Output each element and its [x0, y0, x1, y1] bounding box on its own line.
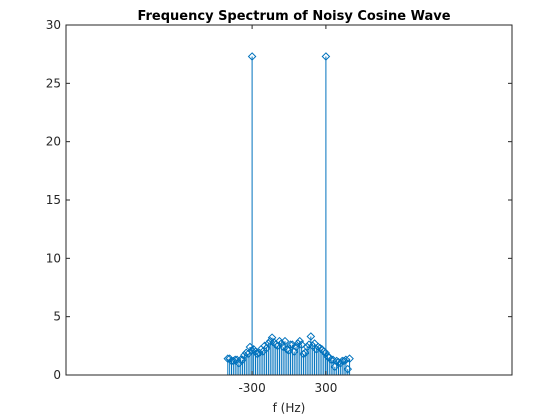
stem-marker: [240, 350, 249, 360]
x-axis-label: f (Hz): [273, 401, 306, 415]
stem-marker: [321, 348, 330, 358]
stem-marker: [330, 362, 340, 372]
y-tick-label: 5: [53, 310, 61, 324]
stem-marker: [280, 336, 290, 346]
y-tick-label: 20: [46, 135, 61, 149]
y-tick-label: 0: [53, 368, 61, 382]
y-axis: 0 5 10 15 20 25 30: [46, 18, 512, 382]
stem-marker: [312, 345, 321, 354]
stem-marker: [295, 336, 305, 346]
stem-marker: [343, 364, 353, 374]
stem-marker: [306, 332, 316, 341]
stem-marker: [223, 354, 233, 363]
stem-marker: [278, 342, 288, 352]
stem-marker: [245, 342, 255, 352]
stem-marker: [341, 355, 351, 365]
stem-markers: [223, 52, 354, 374]
x-tick-label: -300: [238, 381, 265, 395]
stem-marker: [286, 340, 295, 349]
stem-marker: [326, 355, 336, 365]
stem-marker: [300, 348, 310, 358]
stem-marker: [236, 355, 246, 365]
x-tick-label: 300: [314, 381, 337, 395]
plot-area: [66, 25, 512, 375]
stem-marker: [336, 359, 345, 368]
y-tick-label: 30: [46, 18, 61, 32]
stem-marker: [284, 346, 293, 355]
y-tick-label: 15: [46, 193, 61, 207]
stem-marker: [337, 356, 347, 366]
stem-marker: [297, 340, 306, 349]
stem-marker: [232, 355, 242, 365]
stem-marker: [345, 354, 354, 363]
y-tick-label: 25: [46, 76, 61, 90]
y-tick-label: 10: [46, 251, 61, 265]
chart-title: Frequency Spectrum of Noisy Cosine Wave: [137, 9, 450, 24]
x-axis: -300 300: [238, 25, 337, 395]
stem-marker: [254, 348, 264, 358]
stem-marker: [277, 339, 286, 348]
stem-marker: [321, 52, 331, 61]
stem-marker: [247, 52, 257, 61]
